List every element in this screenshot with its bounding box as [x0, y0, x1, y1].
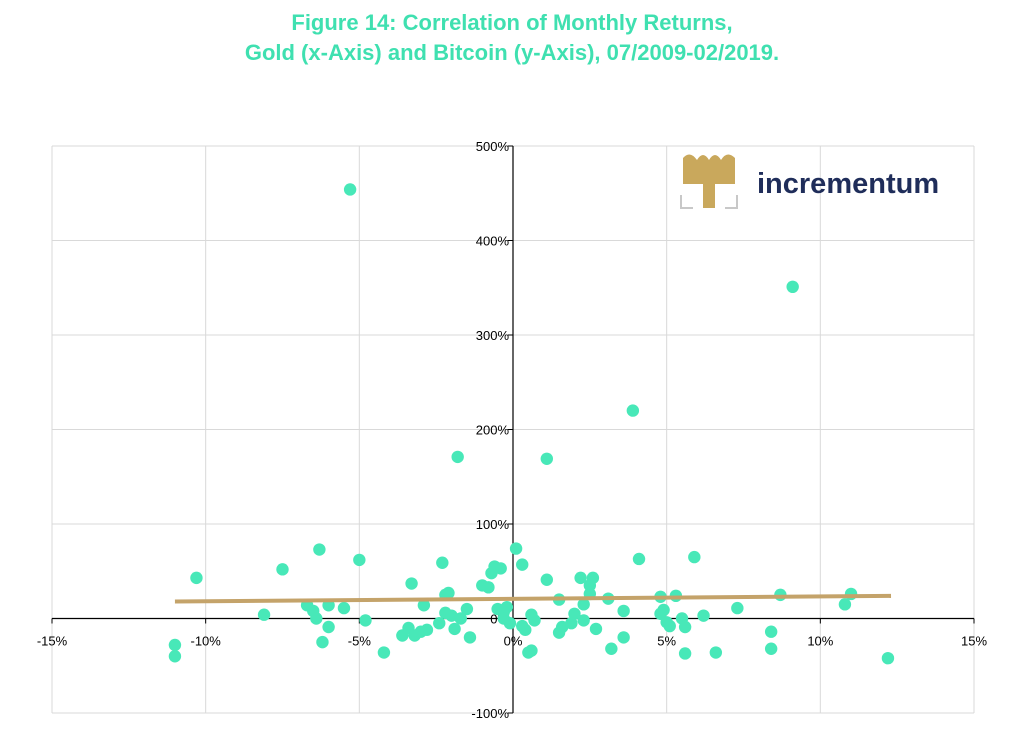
tree-icon-canopy-base: [683, 174, 735, 184]
data-point: [617, 604, 630, 618]
data-point: [448, 622, 461, 636]
y-tick-label: 100%: [476, 517, 510, 532]
data-point: [632, 552, 646, 566]
data-point: [190, 571, 203, 585]
y-tick-label: 400%: [476, 234, 510, 249]
data-point: [433, 617, 446, 630]
data-point: [626, 404, 640, 417]
data-point: [343, 183, 357, 196]
x-tick-label: 0%: [504, 634, 523, 649]
data-point: [494, 562, 507, 575]
y-tick-label: 500%: [476, 139, 510, 154]
data-point: [838, 598, 852, 611]
chart-subtitle: Gold (x-Axis) and Bitcoin (y-Axis), 07/2…: [244, 40, 780, 65]
data-point: [688, 550, 701, 564]
data-point: [359, 614, 372, 627]
trendline: [174, 593, 892, 604]
data-point: [540, 452, 554, 465]
tree-icon: [680, 154, 738, 209]
chart-title-block: Figure 14: Correlation of Monthly Return…: [0, 8, 1024, 68]
data-point: [460, 602, 474, 616]
y-tick-label: 300%: [476, 328, 510, 343]
data-point: [503, 617, 517, 630]
data-point: [525, 644, 538, 657]
data-point: [500, 600, 514, 614]
data-point: [322, 620, 335, 634]
data-point: [657, 603, 670, 617]
data-point: [463, 631, 477, 644]
data-point: [377, 646, 391, 659]
data-point: [844, 587, 858, 601]
data-point: [577, 614, 590, 627]
chart-title: Figure 14: Correlation of Monthly Return…: [291, 10, 733, 35]
trendline-segment: [174, 593, 892, 604]
data-point: [586, 571, 600, 585]
x-tick-label: -10%: [190, 634, 221, 649]
tick-labels: -15%-10%-5%0%5%10%15%-100%0%100%200%300%…: [37, 139, 988, 721]
data-point: [663, 619, 676, 633]
data-point: [697, 609, 710, 622]
tree-icon-bracket-left: [680, 195, 693, 209]
data-point: [509, 542, 523, 555]
data-point: [574, 571, 587, 585]
data-point: [168, 650, 182, 663]
data-point: [678, 647, 692, 660]
data-point: [678, 620, 692, 634]
data-point: [617, 631, 630, 644]
data-point: [451, 450, 464, 464]
data-point: [516, 558, 529, 571]
data-points: [168, 183, 895, 665]
data-point: [528, 614, 541, 627]
data-point: [436, 556, 449, 569]
data-point: [454, 612, 467, 625]
data-point: [709, 646, 723, 659]
data-point: [881, 651, 895, 665]
data-point: [420, 623, 434, 637]
data-point: [519, 623, 532, 637]
data-point: [568, 607, 581, 620]
data-point: [276, 563, 289, 576]
data-point: [353, 553, 366, 567]
x-tick-label: -5%: [348, 634, 372, 649]
data-point: [168, 638, 182, 652]
data-point: [731, 601, 744, 615]
tree-icon-bracket-right: [725, 195, 738, 209]
data-point: [257, 608, 271, 621]
incrementum-logo: incrementum: [680, 154, 939, 209]
data-point: [764, 625, 778, 638]
y-tick-label: -100%: [471, 706, 509, 721]
data-point: [337, 601, 351, 615]
data-point: [786, 280, 799, 294]
x-tick-label: 15%: [961, 634, 987, 649]
data-point: [589, 622, 603, 636]
data-point: [605, 642, 618, 655]
x-tick-label: 5%: [657, 634, 676, 649]
data-point: [417, 599, 431, 612]
data-point: [764, 642, 778, 655]
logo-text: incrementum: [757, 168, 939, 200]
data-point: [565, 617, 578, 630]
y-tick-label: 200%: [476, 423, 510, 438]
data-point: [540, 573, 554, 586]
tree-icon-trunk: [703, 184, 715, 208]
data-point: [313, 543, 326, 556]
tree-icon-canopy: [683, 154, 735, 174]
x-tick-label: 10%: [807, 634, 833, 649]
data-point: [442, 586, 455, 600]
data-point: [577, 598, 590, 611]
data-point: [405, 577, 418, 590]
data-point: [316, 635, 329, 649]
x-tick-label: -15%: [37, 634, 68, 649]
data-point: [310, 612, 323, 625]
data-point: [482, 581, 495, 594]
